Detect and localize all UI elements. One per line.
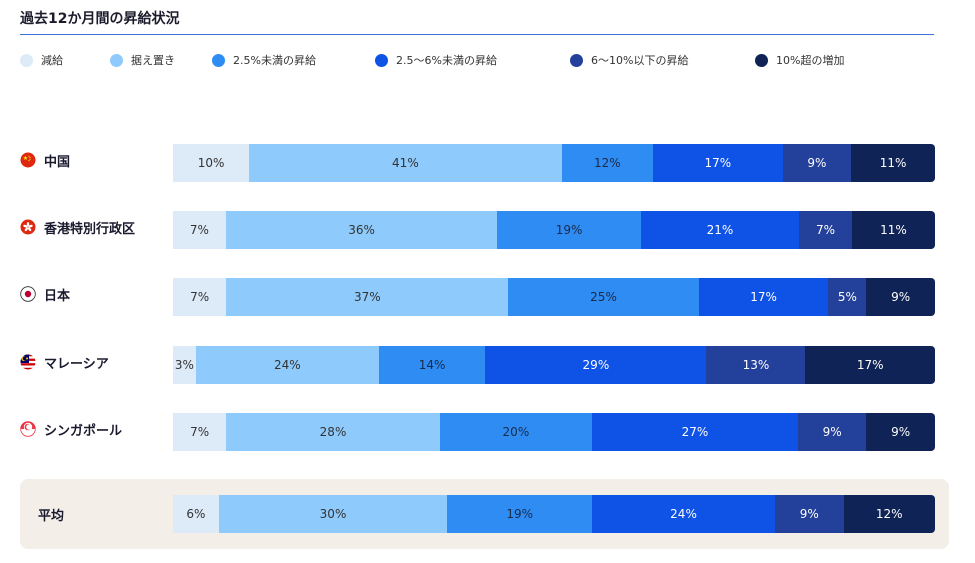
row-label: マレーシア [20, 352, 109, 372]
bar-segment: 36% [225, 211, 498, 249]
bar-segment: 14% [378, 346, 486, 384]
bar-segment: 9% [866, 413, 935, 451]
bar-segment: 19% [447, 495, 593, 533]
bar-segment: 9% [774, 495, 844, 533]
stacked-bar: 7% 37% 25% 17% 5% 9% [173, 278, 935, 316]
row-label-text: マレーシア [44, 356, 109, 372]
chart-title: 過去12か月間の昇給状況 [20, 11, 180, 27]
legend-item: 6〜10%以下の昇給 [570, 52, 688, 68]
row-label-text: シンガポール [44, 423, 123, 439]
bar-segment: 7% [173, 211, 226, 249]
legend-label: 減給 [41, 54, 63, 67]
legend-swatch [212, 53, 225, 67]
bar-segment: 25% [508, 278, 699, 316]
row-label: 香港特別行政区 [20, 217, 135, 237]
legend-label: 据え置き [131, 54, 175, 67]
singapore-flag-icon [20, 421, 36, 437]
bar-segment: 7% [173, 278, 227, 316]
stacked-bar: 7% 36% 19% 21% 7% 11% [173, 211, 935, 249]
row-label-text: 香港特別行政区 [44, 221, 136, 237]
row-label: シンガポール [20, 419, 122, 439]
legend-swatch [20, 53, 33, 67]
stacked-bar: 6% 30% 19% 24% 9% 12% [173, 495, 935, 533]
legend-item: 据え置き [110, 52, 175, 68]
legend-item: 減給 [20, 52, 63, 68]
row-label: 日本 [20, 284, 70, 304]
legend-item: 2.5%未満の昇給 [212, 52, 316, 68]
row-label-text: 日本 [44, 288, 71, 304]
bar-segment: 28% [226, 413, 440, 451]
row-label-text: 平均 [38, 508, 65, 524]
legend-label: 6〜10%以下の昇給 [591, 54, 689, 67]
bar-segment: 17% [653, 144, 783, 182]
legend-label: 2.5%未満の昇給 [233, 54, 316, 67]
bar-segment: 24% [195, 346, 379, 384]
malaysia-flag-icon [20, 354, 36, 370]
legend-item: 10%超の増加 [755, 52, 844, 68]
legend-label: 10%超の増加 [776, 54, 845, 67]
china-flag-icon [20, 152, 36, 168]
bar-segment: 30% [218, 495, 448, 533]
legend-item: 2.5〜6%未満の昇給 [375, 52, 497, 68]
bar-segment: 20% [439, 413, 593, 451]
bar-segment: 11% [851, 144, 935, 182]
bar-segment: 9% [866, 278, 935, 316]
title-divider [20, 34, 934, 35]
row-label: 中国 [20, 150, 70, 170]
bar-segment: 9% [797, 413, 867, 451]
bar-segment: 10% [173, 144, 250, 182]
row-label-text: 中国 [44, 154, 71, 170]
stacked-bar: 3% 24% 14% 29% 13% 17% [173, 346, 935, 384]
bar-segment: 5% [828, 278, 867, 316]
bar-segment: 12% [561, 144, 654, 182]
bar-segment: 13% [706, 346, 806, 384]
bar-segment: 21% [640, 211, 800, 249]
bar-segment: 17% [698, 278, 829, 316]
stacked-bar: 10% 41% 12% 17% 9% 11% [173, 144, 935, 182]
legend-swatch [110, 53, 123, 67]
legend-swatch [755, 53, 768, 67]
hong-kong-flag-icon [20, 219, 36, 235]
bar-segment: 29% [485, 346, 707, 384]
bar-segment: 3% [173, 346, 196, 384]
stacked-bar: 7% 28% 20% 27% 9% 9% [173, 413, 935, 451]
japan-flag-icon [20, 286, 36, 302]
bar-segment: 12% [843, 495, 935, 533]
bar-segment: 9% [782, 144, 852, 182]
row-label: 平均 [38, 504, 64, 524]
bar-segment: 6% [173, 495, 219, 533]
legend-swatch [570, 53, 583, 67]
bar-segment: 17% [805, 346, 935, 384]
bar-segment: 7% [173, 413, 227, 451]
bar-segment: 7% [799, 211, 852, 249]
bar-segment: 41% [249, 144, 562, 182]
bar-segment: 19% [497, 211, 641, 249]
legend-swatch [375, 53, 388, 67]
bar-segment: 27% [592, 413, 798, 451]
legend-label: 2.5〜6%未満の昇給 [396, 54, 497, 67]
bar-segment: 11% [851, 211, 935, 249]
bar-segment: 37% [226, 278, 509, 316]
bar-segment: 24% [592, 495, 775, 533]
